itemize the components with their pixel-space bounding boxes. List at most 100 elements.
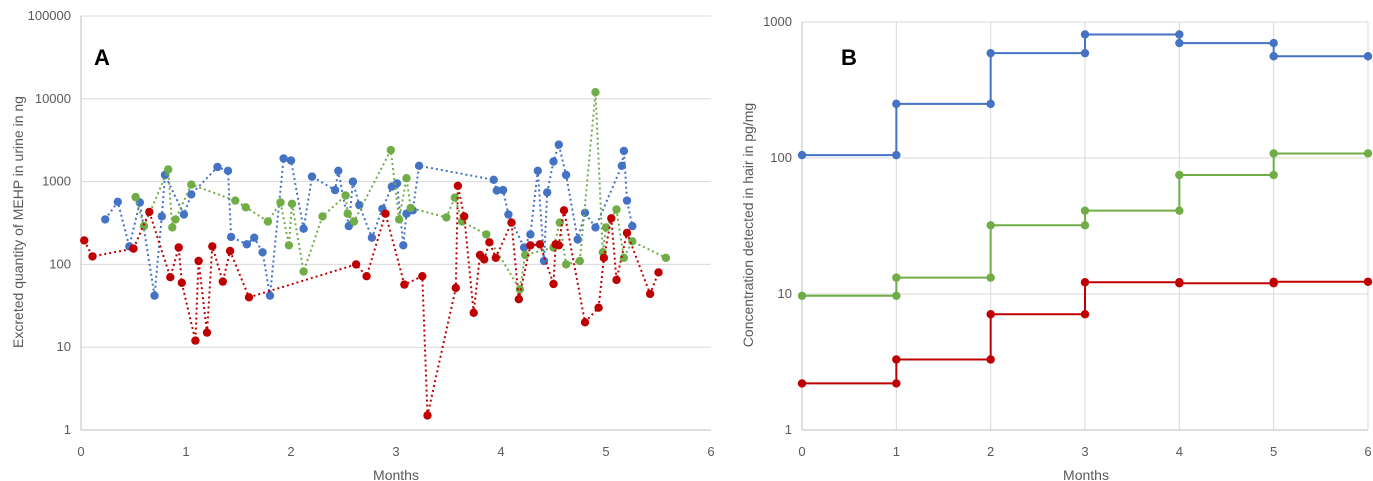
- chart-a-series-green-point: [661, 253, 671, 262]
- chart-a-series-blue-point: [355, 200, 364, 210]
- chart-a-series-red-point: [460, 212, 469, 221]
- chart-a-series-blue-point: [619, 146, 629, 156]
- chart-a-series-blue-point: [392, 179, 402, 188]
- chart-a-series-red-point: [174, 243, 183, 252]
- chart-b-x-tick-label: 1: [893, 444, 900, 459]
- chart-a-series-red-point: [191, 336, 200, 345]
- chart-a-series-red-point: [514, 295, 523, 304]
- chart-a-series-blue-point: [543, 188, 552, 197]
- chart-a-series-green-point: [168, 223, 177, 232]
- chart-a-series-green-point: [561, 260, 571, 269]
- chart-a-series-red-point: [645, 289, 655, 299]
- chart-b-y-tick-label: 1: [785, 422, 792, 437]
- chart-a-series-blue-point: [367, 233, 377, 242]
- chart-b-series-blue-point: [1269, 38, 1278, 48]
- chart-a-series-red-point: [225, 246, 235, 256]
- chart-a-series-blue-point: [580, 208, 590, 217]
- chart-a-series-red-point: [400, 280, 409, 289]
- chart-a-y-tick-label: 10: [57, 339, 71, 354]
- chart-a-series-red-point: [654, 268, 663, 277]
- chart-a-series-blue-point: [223, 166, 233, 175]
- chart-a-series-blue-point: [348, 177, 358, 186]
- chart-b-x-axis-title: Months: [1063, 467, 1109, 481]
- chart-a-series-red-point: [469, 308, 478, 317]
- chart-a-series-green-point: [318, 212, 327, 221]
- chart-a-series-red-point: [423, 411, 432, 420]
- chart-a-series-green-point: [521, 250, 530, 260]
- chart-b-series-green-point: [1269, 149, 1278, 158]
- chart-a-series-red-point: [80, 236, 89, 245]
- chart-a-series-red-point: [129, 244, 138, 253]
- chart-a-series-blue-point: [492, 186, 501, 195]
- chart-a-series-red-point: [554, 241, 563, 250]
- chart-a-series-red-point: [526, 241, 535, 250]
- chart-a-y-tick-label: 1: [64, 422, 71, 437]
- chart-a-series-red-point: [218, 277, 227, 286]
- chart-a-series-blue-point: [226, 232, 236, 242]
- chart-a-series-blue-point: [299, 224, 308, 233]
- chart-b-y-tick-label: 1000: [763, 14, 792, 29]
- chart-a-series-green-point: [349, 217, 359, 226]
- chart-a-series-blue-point: [504, 210, 513, 219]
- chart-b-x-tick-label: 4: [1176, 444, 1183, 459]
- chart-b-series-green-point: [1080, 221, 1090, 230]
- chart-b-series-blue-point: [892, 99, 901, 109]
- chart-b-x-tick-label: 5: [1270, 444, 1277, 459]
- chart-a-series-blue-point: [101, 215, 110, 224]
- chart-a-series-red-point: [453, 181, 463, 190]
- chart-b-series-green-point: [986, 221, 995, 230]
- chart-a-series-blue-point: [519, 243, 529, 252]
- chart-a-series-red-point: [177, 278, 186, 287]
- chart-a-series-green-point: [231, 196, 240, 205]
- chart-a-series-red-point: [208, 242, 217, 251]
- chart-a-series-blue-point: [242, 240, 252, 249]
- chart-a-axes: [80, 16, 711, 431]
- chart-a-series-blue-point: [591, 223, 600, 232]
- chart-a-series-green-point: [164, 165, 173, 174]
- chart-a-series-blue-point: [258, 248, 267, 257]
- chart-b-series-red-point: [1080, 278, 1090, 287]
- chart-b-series-blue-point: [1175, 30, 1184, 39]
- chart-a-series-red-point: [244, 293, 254, 302]
- chart-a-series-blue-point: [549, 157, 558, 166]
- chart-b-series-red-point: [1269, 277, 1278, 286]
- chart-a-series-blue-point: [498, 185, 508, 195]
- chart-a-series-red-point: [381, 209, 390, 218]
- chart-a-series-blue-point: [265, 291, 275, 300]
- chart-a-series-green-point: [343, 209, 352, 218]
- chart-a-series-blue-point: [533, 166, 542, 175]
- chart-a-series-green-point: [482, 230, 491, 239]
- chart-a-series-blue-point: [213, 162, 222, 172]
- chart-b-panel-label: B: [841, 45, 857, 70]
- chart-a-series-blue-point: [489, 175, 498, 184]
- chart-a-series-red-point: [194, 256, 203, 266]
- chart-b-axes: [801, 22, 1368, 431]
- chart-a-x-tick-label: 3: [392, 444, 399, 459]
- chart-a-series-red-point: [88, 252, 97, 261]
- chart-a-series-green-point: [619, 253, 629, 262]
- chart-b-series-red-point: [1175, 279, 1184, 288]
- chart-a-series-red-point: [485, 238, 494, 247]
- chart-b-series-green-point: [1269, 170, 1278, 180]
- chart-a-series-blue-point: [399, 241, 408, 250]
- chart-a-y-tick-label: 100: [49, 256, 71, 271]
- chart-a-series-green-point: [406, 203, 415, 213]
- chart-a-series-blue-point: [279, 154, 288, 163]
- chart-b-series: [797, 30, 1373, 388]
- chart-b-series-blue-point: [986, 48, 995, 58]
- chart-a-series-red-point: [535, 240, 545, 249]
- chart-b-y-tick-label: 10: [778, 286, 792, 301]
- chart-a-series-green-point: [612, 205, 621, 214]
- chart-b-series-red-point: [797, 379, 807, 388]
- chart-b-series-green-point: [1175, 170, 1184, 180]
- chart-b-x-tick-label: 3: [1081, 444, 1088, 459]
- chart-a-series-blue-point: [573, 235, 582, 244]
- chart-a-series-blue-point: [414, 161, 424, 170]
- chart-b-x-tick-label: 2: [987, 444, 994, 459]
- chart-a-series-green-point: [276, 198, 285, 207]
- chart-a-series-red-point: [607, 214, 616, 223]
- chart-a-x-tick-label: 0: [77, 444, 84, 459]
- chart-a-series-red-point: [549, 279, 558, 289]
